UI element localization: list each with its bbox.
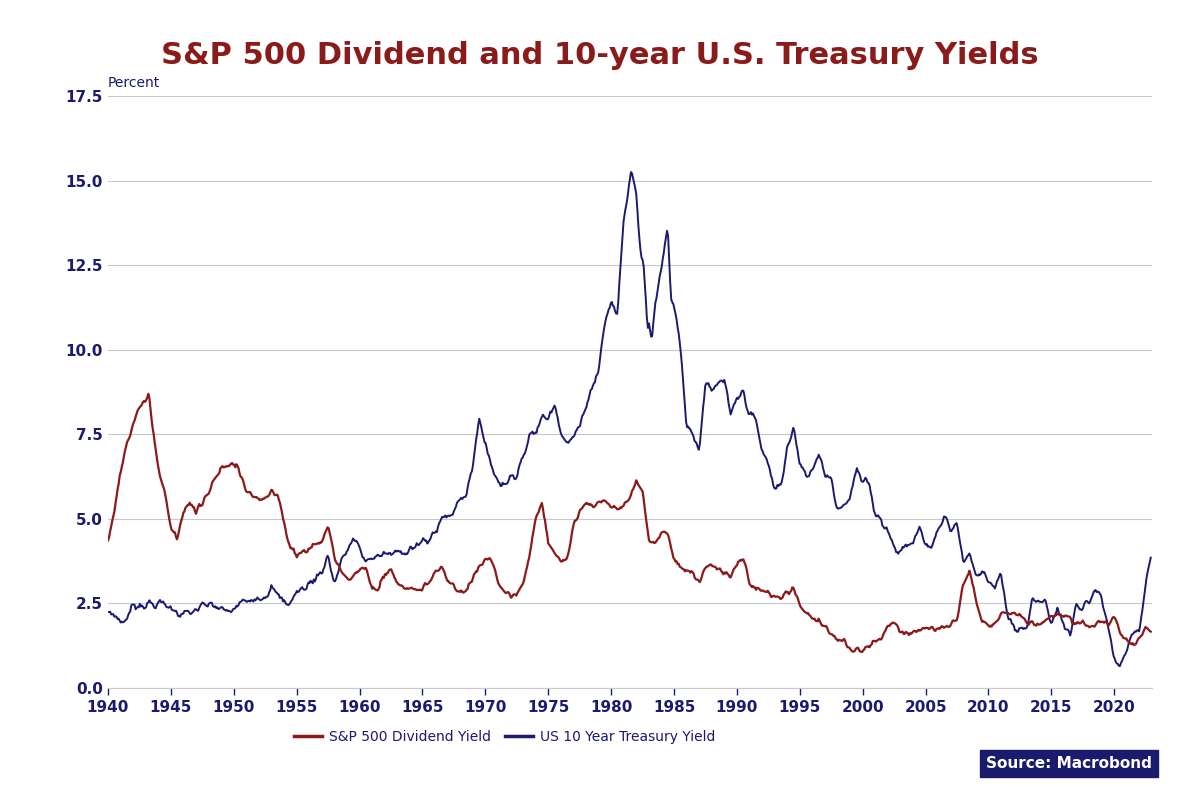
Text: S&P 500 Dividend and 10-year U.S. Treasury Yields: S&P 500 Dividend and 10-year U.S. Treasu… xyxy=(161,42,1039,70)
Legend: S&P 500 Dividend Yield, US 10 Year Treasury Yield: S&P 500 Dividend Yield, US 10 Year Treas… xyxy=(289,724,721,749)
Text: Percent: Percent xyxy=(108,76,161,90)
Text: Source: Macrobond: Source: Macrobond xyxy=(986,756,1152,771)
